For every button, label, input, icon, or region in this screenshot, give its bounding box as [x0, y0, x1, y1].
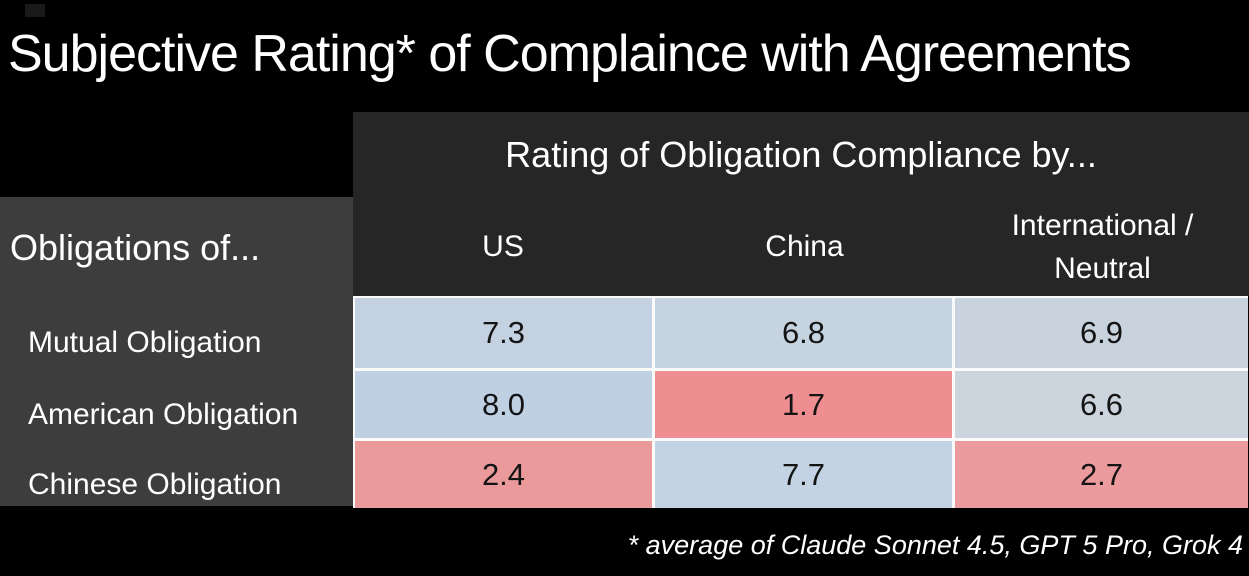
compliance-rating-header: Rating of Obligation Compliance by... [505, 134, 1097, 175]
column-header-us: US [482, 230, 524, 263]
row-label-chinese-obligation: Chinese Obligation [28, 467, 282, 501]
footnote: * average of Claude Sonnet 4.5, GPT 5 Pr… [627, 530, 1243, 560]
slide-title: Subjective Rating* of Complaince with Ag… [8, 25, 1132, 83]
rating-cell-chinese-china: 7.7 [655, 441, 952, 508]
column-headers-row: US China International / Neutral [353, 198, 1249, 296]
column-header-international-neutral: International / Neutral [956, 198, 1249, 296]
rating-cell-mutual-international: 6.9 [955, 298, 1248, 368]
row-label-mutual-obligation: Mutual Obligation [28, 326, 262, 359]
rating-cell-mutual-us: 7.3 [355, 298, 652, 368]
rating-cell-american-international: 6.6 [955, 371, 1248, 438]
ratings-grid: 7.3 6.8 6.9 8.0 1.7 6.6 2.4 7.7 2.7 [353, 296, 1248, 508]
row-label-american-obligation: American Obligation [28, 397, 299, 431]
rating-cell-american-us: 8.0 [355, 371, 652, 438]
corner-decoration [25, 4, 45, 17]
rating-cell-chinese-international: 2.7 [955, 441, 1248, 508]
rating-cell-american-china: 1.7 [655, 371, 952, 438]
rating-cell-mutual-china: 6.8 [655, 298, 952, 368]
rating-cell-chinese-us: 2.4 [355, 441, 652, 508]
column-header-block: Rating of Obligation Compliance by... US… [353, 112, 1249, 296]
column-header-international-neutral-label: International / Neutral [1011, 208, 1194, 286]
row-group-label: Obligations of... [10, 226, 261, 268]
row-header-panel: Obligations of... Mutual Obligation Amer… [0, 197, 353, 506]
column-header-china: China [765, 230, 844, 263]
